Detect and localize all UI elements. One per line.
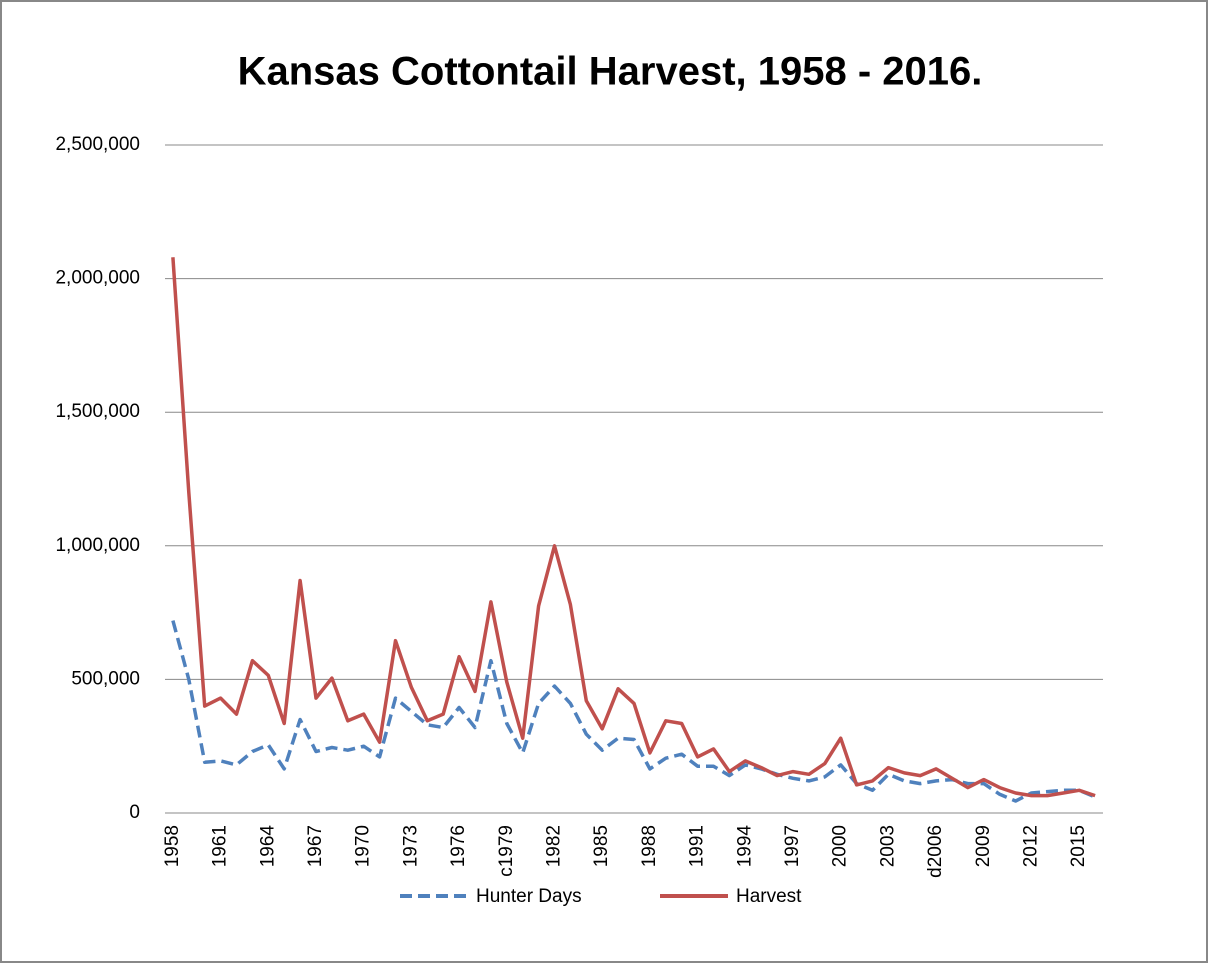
x-tick-label: 2012 [1020,825,1041,867]
y-tick-label: 1,000,000 [55,535,140,556]
y-tick-label: 2,500,000 [55,134,140,155]
legend-label: Harvest [736,886,802,907]
legend-label: Hunter Days [476,886,582,907]
x-tick-label: 1964 [257,825,278,868]
x-tick-label: 1985 [591,825,612,867]
y-tick-label: 500,000 [71,668,140,689]
series-line [171,620,1096,803]
x-tick-label: 2009 [973,825,994,867]
x-tick-label: d2006 [925,825,946,878]
x-tick-label: 1997 [782,825,803,867]
x-tick-label: 1994 [734,825,755,868]
x-tick-label: c1979 [496,825,517,877]
x-tick-label: 2015 [1068,825,1089,867]
y-tick-label: 1,500,000 [55,401,140,422]
x-tick-label: 2003 [877,825,898,867]
x-tick-label: 1961 [210,825,231,867]
chart-title: Kansas Cottontail Harvest, 1958 - 2016. [238,50,983,94]
y-tick-label: 0 [129,802,140,823]
x-tick-label: 1982 [544,825,565,867]
x-tick-label: 2000 [830,825,851,867]
x-tick-label: 1976 [448,825,469,867]
x-tick-label: 1991 [687,825,708,867]
x-tick-label: 1988 [639,825,660,867]
x-tick-label: 1967 [305,825,326,867]
y-tick-label: 2,000,000 [55,268,140,289]
x-tick-label: 1970 [353,825,374,867]
x-tick-label: 1973 [400,825,421,867]
x-tick-label: 1958 [162,825,183,867]
series-line [171,257,1096,798]
